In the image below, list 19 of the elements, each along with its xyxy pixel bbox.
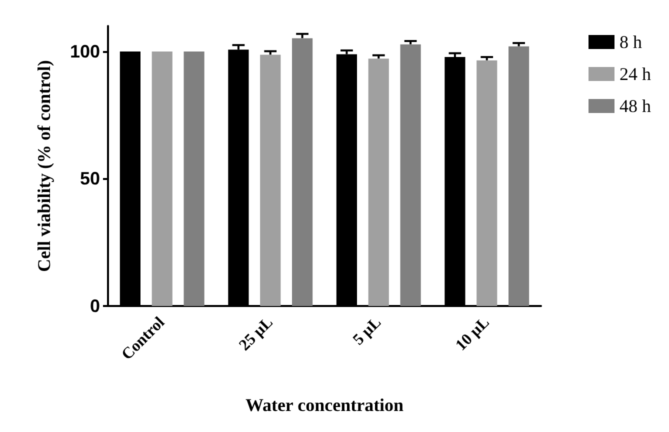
bar	[260, 54, 281, 306]
bar	[508, 46, 530, 306]
legend-label: 48 h	[620, 96, 651, 116]
legend-label: 24 h	[620, 64, 651, 84]
bar	[476, 60, 498, 306]
bar	[152, 51, 172, 306]
y-tick-label: 50	[80, 168, 100, 189]
x-tick-label: 5 µL	[350, 314, 385, 349]
x-tick-label: 10 µL	[452, 314, 493, 354]
y-tick-label: 100	[70, 41, 100, 62]
bar	[184, 51, 204, 306]
x-axis-title: Water concentration	[245, 395, 404, 415]
bar	[400, 44, 421, 306]
bar	[368, 58, 389, 306]
y-tick-label: 0	[90, 296, 100, 316]
x-tick-label: 25 µL	[236, 314, 276, 354]
legend-label: 8 h	[620, 32, 642, 52]
y-axis-title: Cell viability (% of control)	[34, 60, 54, 272]
bar	[292, 38, 313, 306]
